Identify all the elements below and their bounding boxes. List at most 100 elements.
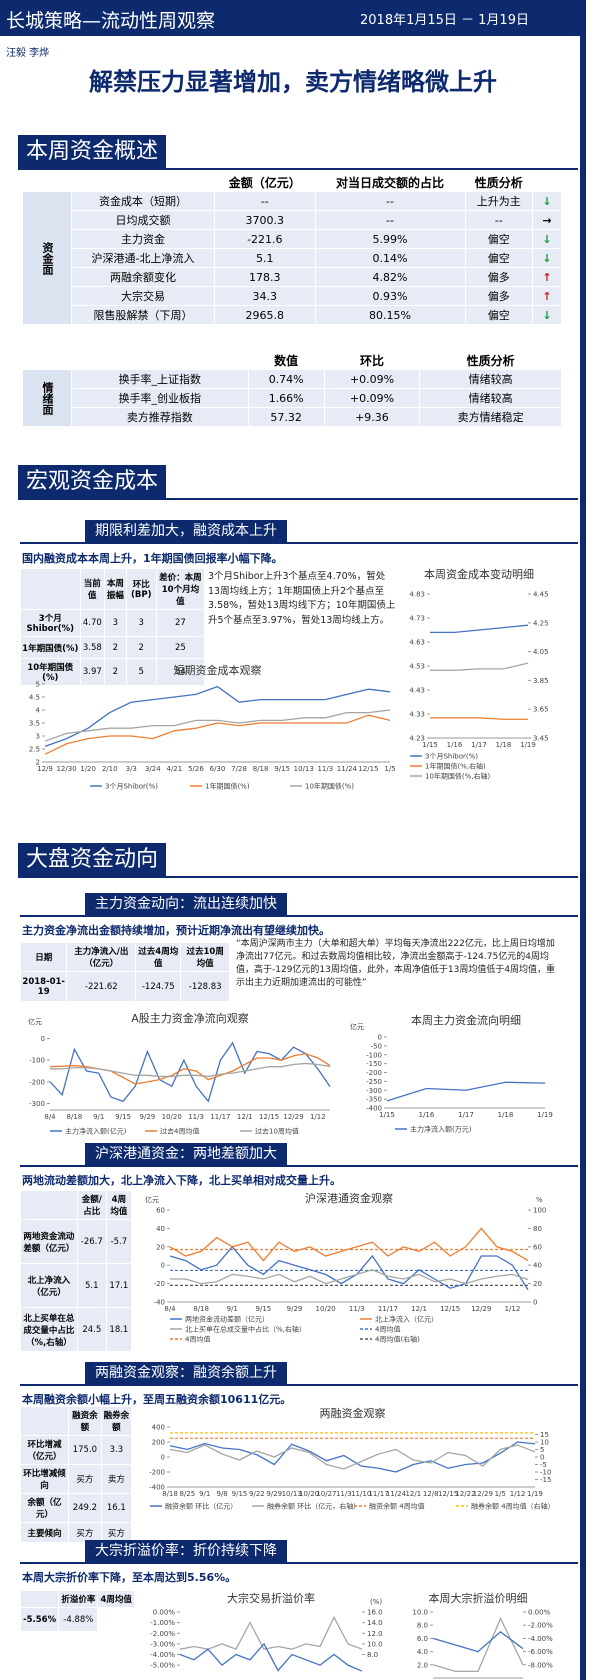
- trend-arrow: ↓: [532, 191, 562, 211]
- x-tick-label: 12/29: [283, 1113, 303, 1121]
- table-cell: --: [314, 210, 466, 230]
- x-tick-label: 8/18: [66, 1113, 82, 1121]
- tick-label: 10.0: [412, 1609, 428, 1617]
- legend-label: 1年期国债(%,右轴): [425, 762, 486, 771]
- corner-cell: [19, 1406, 70, 1436]
- table-cell: 5.99%: [314, 229, 466, 249]
- tick-label: 4.25: [533, 619, 549, 627]
- tick-label: 4.83: [409, 591, 425, 599]
- tick-label: 8.0: [417, 1622, 428, 1630]
- tick-label: 0: [41, 1035, 45, 1043]
- x-tick-label: 11/24: [337, 765, 358, 773]
- section-heading: 宏观资金成本: [18, 465, 578, 500]
- table-cell: 57.32: [247, 407, 325, 427]
- x-tick-label: 11/3: [349, 1305, 365, 1313]
- x-tick-label: 1/15: [422, 741, 438, 749]
- x-tick-label: 9/29: [266, 1490, 282, 1498]
- table-cell: --: [214, 191, 316, 211]
- table-cell: 4.82%: [314, 267, 466, 287]
- legend-label: 3个月Shibor(%): [425, 753, 478, 761]
- x-tick-label: 12/8: [423, 1490, 439, 1498]
- x-tick-label: 9/29: [140, 1113, 156, 1121]
- table-cell: 偏空: [464, 248, 534, 268]
- tick-label: 6.0: [417, 1635, 428, 1643]
- margin-table: 融资余额 融券余额 环比增减（亿元） 175.0 3.3 环比增减倾向 买方 卖方 余额（亿元）…: [19, 1406, 133, 1543]
- x-tick-label: 1/20: [80, 765, 96, 773]
- table-cell: 80.15%: [314, 305, 466, 325]
- table: 金额（亿元） 对当日成交额的占比 性质分析 资金面 资金成本（短期） -- -- 上升为主 ↓ 日…: [21, 172, 562, 325]
- chart-title: 本周主力资金流向明细: [411, 1013, 521, 1027]
- tick-label: 14.0: [367, 1619, 383, 1627]
- table-cell: 4.70: [79, 609, 106, 637]
- chart: 本周资金成本变动明细 4.23 4.33 4.43 4.53 4.63 4.73 4.83 3.…: [409, 567, 549, 781]
- sentiment-table: 数值 环比 性质分析 情绪面 换手率_上证指数 0.74% +0.09% 情绪较高 换手率_创业…: [22, 350, 562, 427]
- tick-label: 0: [161, 1454, 165, 1462]
- table-cell: 上升为主: [464, 191, 534, 211]
- tick-label: 3.85: [533, 677, 549, 685]
- table-cell: 249.2: [68, 1493, 102, 1523]
- tick-label: 0: [533, 1299, 537, 1307]
- row-label: 沪深港通-北上净流入: [70, 248, 216, 268]
- side-bar: [580, 0, 586, 1680]
- row-header: 主要倾向: [19, 1522, 70, 1543]
- table-cell: -26.7: [76, 1219, 107, 1264]
- row-label: 两融余额变化: [70, 267, 216, 287]
- x-tick-label: 9/1: [93, 1113, 104, 1121]
- series-line: [430, 717, 528, 720]
- table-row: -5.56% -4.88%: [19, 1607, 135, 1632]
- x-tick-label: 12/29: [473, 1490, 493, 1498]
- x-tick-label: 1/16: [447, 741, 463, 749]
- header-row: 金额（亿元） 对当日成交额的占比 性质分析: [21, 172, 562, 192]
- x-tick-label: 1/19: [537, 1111, 553, 1119]
- tick-label: 4.33: [409, 711, 425, 719]
- legend-label: 北上净流入（亿元）: [375, 1315, 438, 1324]
- x-tick-label: 12/30: [56, 765, 76, 773]
- tick-label: 0.00%: [528, 1609, 551, 1617]
- tick-label: -4.00%: [150, 1651, 175, 1659]
- corner-cell: [19, 1590, 60, 1608]
- corner-cell: [20, 1190, 78, 1220]
- x-tick-label: 1/18: [498, 1111, 514, 1119]
- table-row: 日均成交额 3700.3 -- -- →: [23, 210, 562, 230]
- column-header: 金额/占比: [76, 1190, 107, 1220]
- row-header: 北上买单在总成交量中占比（%,右轴）: [20, 1307, 78, 1352]
- column-header: 过去4周均值: [135, 942, 182, 972]
- legend-label: 4周均值: [185, 1335, 210, 1344]
- x-tick-label: 1/12: [505, 1305, 521, 1313]
- x-tick-label: 8/18: [253, 765, 269, 773]
- tick-label: -250: [366, 1078, 382, 1086]
- table-cell: 175.0: [68, 1435, 102, 1465]
- table-cell: 24.5: [76, 1307, 107, 1352]
- x-tick-label: 8/18: [193, 1305, 209, 1313]
- table-row: 资金面 资金成本（短期） -- -- 上升为主 ↓: [22, 191, 562, 325]
- chart-title: 本周大宗折溢价明细: [429, 1591, 528, 1605]
- table-cell: 3.97: [79, 658, 106, 686]
- table-cell: 0.93%: [314, 286, 466, 306]
- x-tick-label: 10/13: [294, 765, 314, 773]
- row-label: 大宗交易: [70, 286, 216, 306]
- column-header: 性质分析: [464, 172, 534, 192]
- column-header: 4周均值: [97, 1590, 135, 1608]
- table-cell: 5: [125, 658, 157, 686]
- table-row: 环比增减（亿元） 175.0 3.3: [19, 1435, 133, 1465]
- tick-label: -2.00%: [150, 1630, 175, 1638]
- tick-label: 40: [156, 1225, 165, 1233]
- table: 融资余额 融券余额 环比增减（亿元） 175.0 3.3 环比增减倾向 买方 卖方 余额（亿元）…: [19, 1406, 133, 1543]
- table-cell: 5.1: [76, 1263, 107, 1308]
- row-header: 环比增减倾向: [19, 1464, 70, 1494]
- table-row: 卖方推荐指数 57.32 +9.36 卖方情绪稳定: [23, 407, 562, 427]
- table-row: 限售股解禁（下周） 2965.8 80.15% 偏空 ↓: [23, 305, 562, 325]
- tick-label: -40: [154, 1299, 165, 1307]
- x-tick-label: 12/15: [259, 1113, 279, 1121]
- table-cell: 偏多: [464, 286, 534, 306]
- x-tick-label: 11/3: [188, 1113, 204, 1121]
- table-cell: 5.1: [214, 248, 316, 268]
- section-heading: 本周资金概述: [18, 135, 578, 170]
- table-cell: -221.62: [66, 971, 137, 1002]
- series-line: [44, 685, 391, 748]
- tick-label: 60: [156, 1207, 165, 1215]
- table-cell: 3700.3: [214, 210, 316, 230]
- series-line: [44, 714, 391, 755]
- lead-text: 本周大宗折价率下降，至本周达到5.56%。: [22, 1571, 237, 1584]
- row-label: 限售股解禁（下周）: [70, 305, 216, 325]
